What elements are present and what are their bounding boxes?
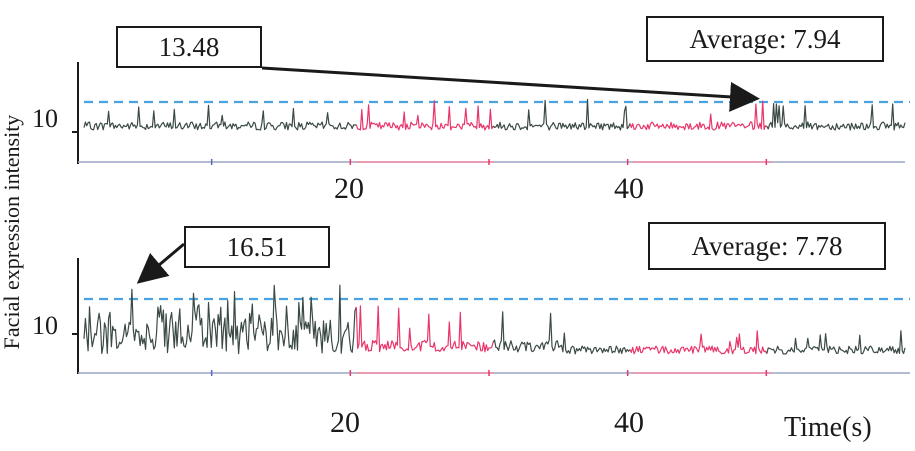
top-x-tick-20: 20: [334, 172, 364, 205]
bottom-x-tick-20: 20: [330, 406, 360, 439]
bottom-series-line-4: [766, 330, 906, 355]
top-series-line-1: [355, 100, 494, 131]
bottom-peak-arrow: [136, 242, 185, 284]
top-series-line-3: [629, 100, 767, 131]
top-series-line-2: [492, 98, 631, 131]
bottom-y-tick-label: 10: [32, 311, 58, 340]
top-peak-label: 13.48: [116, 26, 262, 68]
top-x-tick-40: 40: [614, 172, 644, 205]
bottom-peak-label: 16.51: [184, 226, 330, 268]
top-peak-arrow: [261, 66, 760, 112]
bottom-x-tick-40: 40: [614, 406, 644, 439]
top-y-tick-label: 10: [32, 104, 58, 133]
x-axis-title: Time(s): [784, 412, 872, 443]
y-axis-title: Facial expression intensity: [0, 114, 24, 350]
bottom-series-line-0: [83, 284, 357, 355]
bottom-series-line-1: [355, 305, 494, 353]
top-average-label: Average: 7.94: [646, 16, 884, 62]
top-series-line-4: [766, 102, 906, 131]
bottom-average-label: Average: 7.78: [648, 222, 886, 270]
bottom-series-line-3: [629, 330, 768, 355]
top-series-line-0: [83, 104, 357, 131]
bottom-series-line-2: [492, 311, 631, 355]
